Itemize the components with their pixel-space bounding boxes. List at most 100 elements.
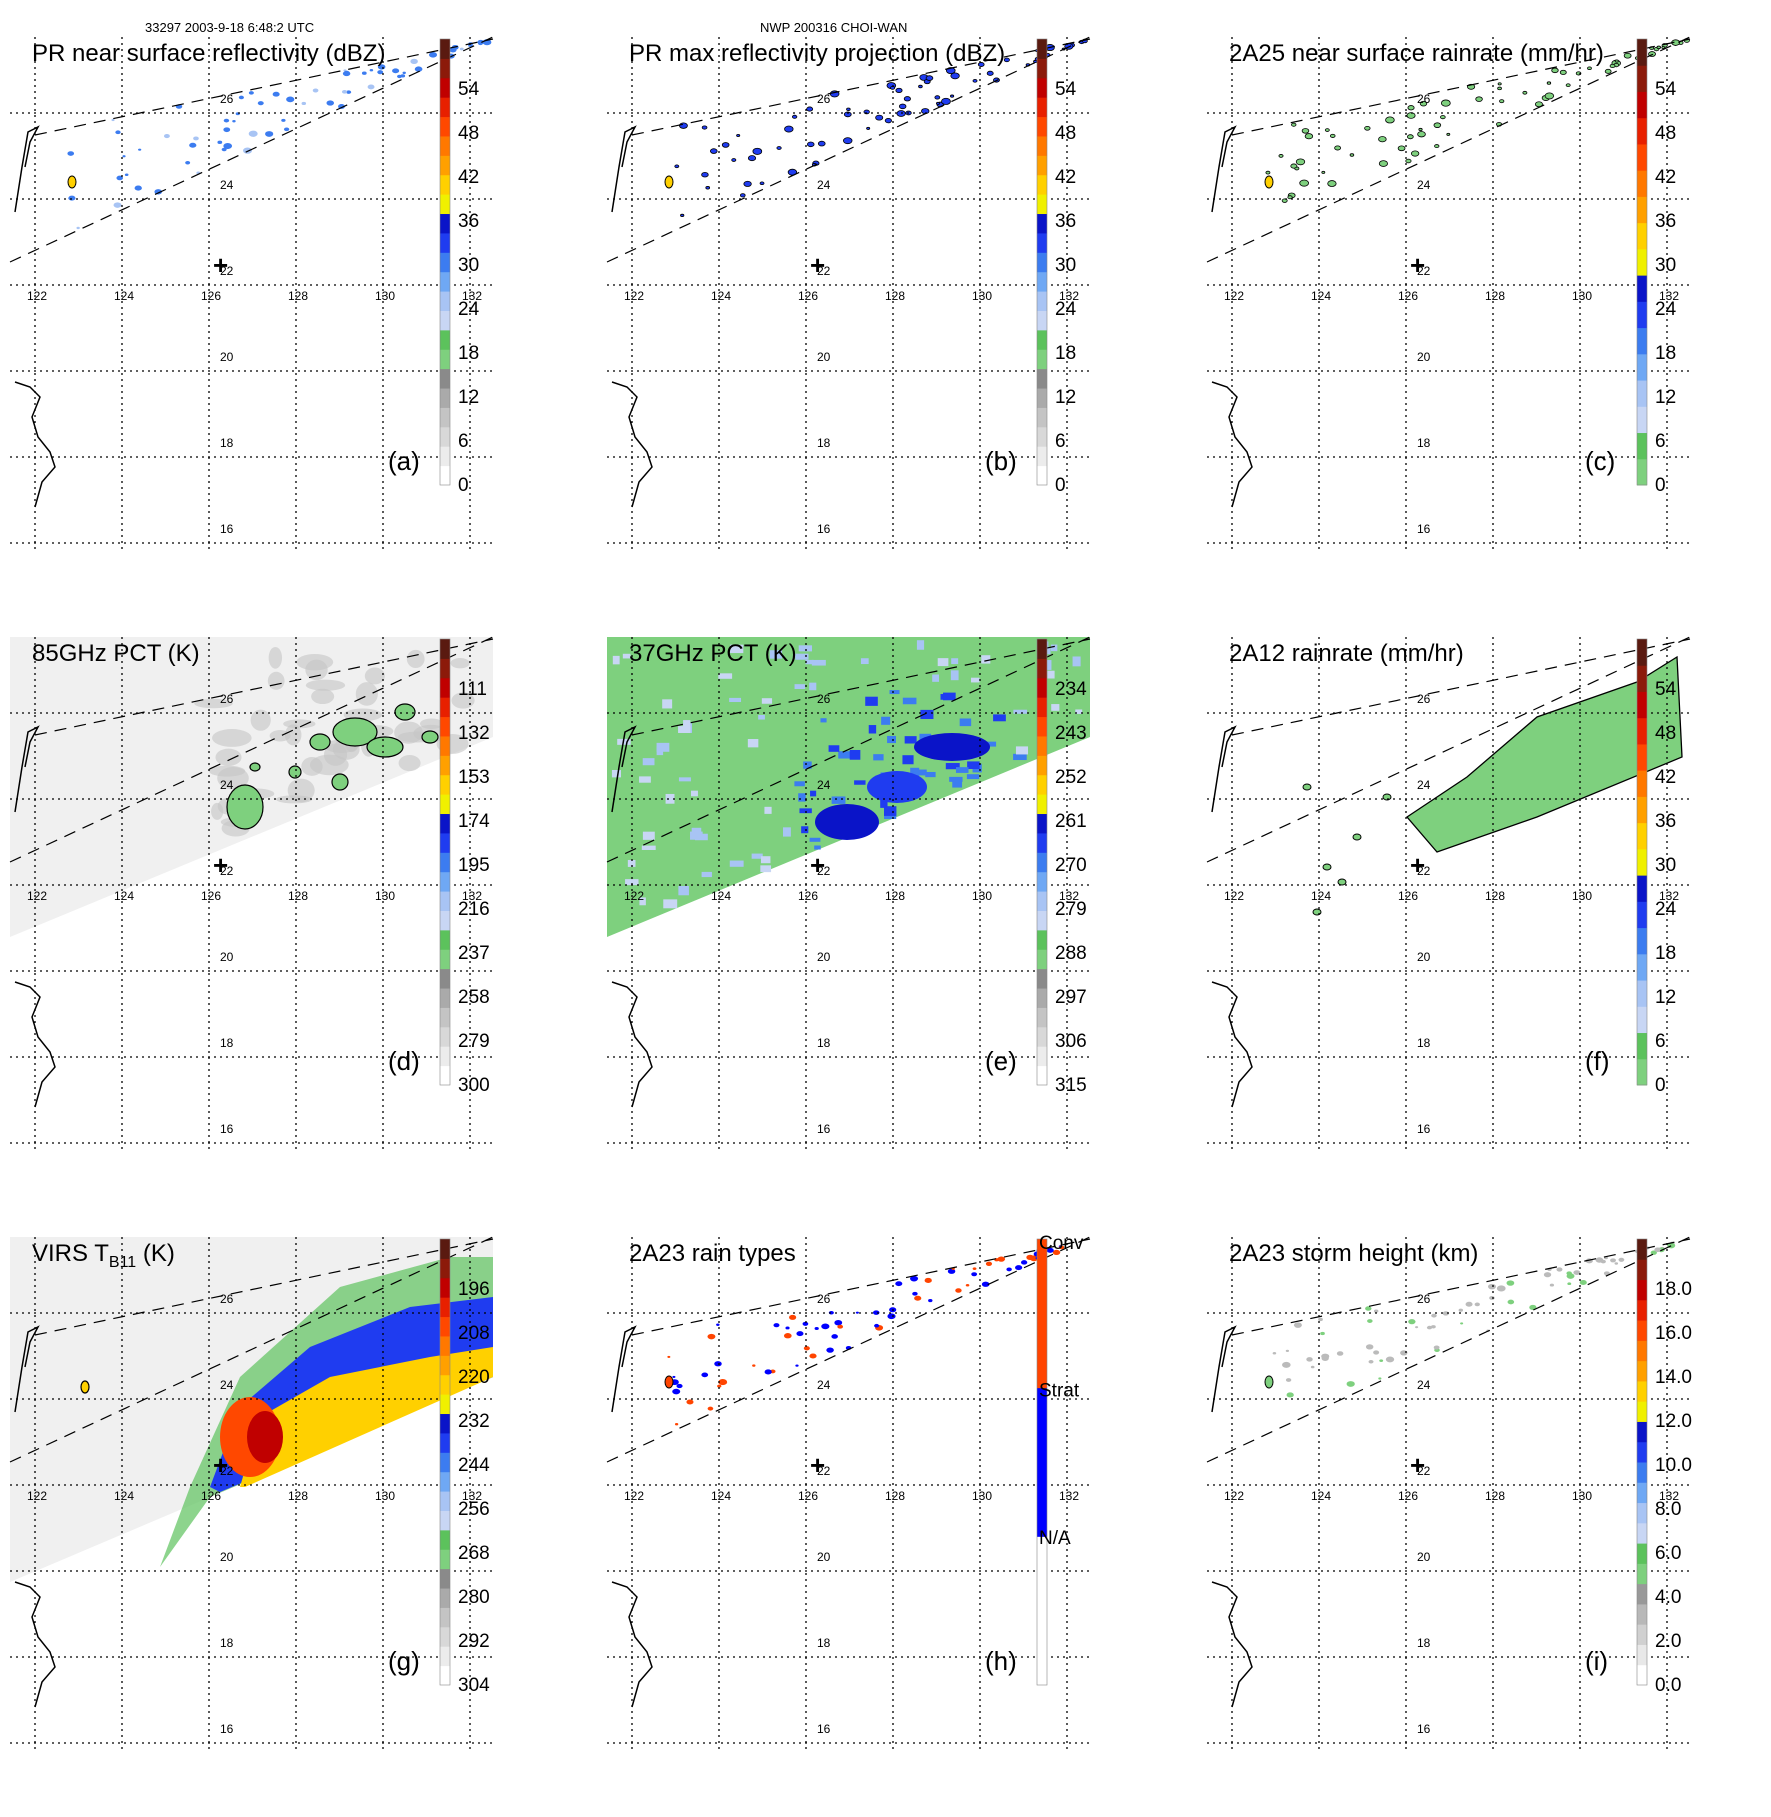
rain-pixel [377, 70, 384, 75]
lon-label: 122 [1224, 289, 1244, 303]
rain-pixel [1434, 144, 1440, 149]
pct-cell [309, 733, 331, 751]
rain-pixel [397, 74, 402, 79]
panel-title: 2A12 rainrate (mm/hr) [1229, 640, 1464, 667]
pr-swath-edge [606, 636, 1091, 863]
rain-pixel [674, 1423, 679, 1426]
rain-pixel [341, 89, 348, 94]
rain-pixel [1033, 59, 1038, 64]
colorbar-segment [440, 716, 450, 737]
lat-label: 16 [817, 1122, 831, 1136]
rain-pixel [743, 180, 752, 187]
pct-pixel [798, 645, 812, 652]
pct-pixel [831, 796, 846, 804]
rain-pixel [410, 58, 418, 64]
lon-label: 128 [288, 1489, 308, 1503]
pr-swath-edge [631, 638, 1091, 736]
coastline-luzon [14, 1581, 56, 1708]
colorbar-frame [1636, 638, 1648, 1086]
rain-pixel [817, 140, 826, 147]
pct-pixel [993, 714, 1006, 722]
colorbar-segment [1637, 665, 1647, 692]
rain-pixel [731, 158, 737, 162]
lat-label: 20 [220, 1550, 234, 1564]
colorbar-segment [1637, 1058, 1647, 1086]
colorbar-tick: 244 [458, 1455, 490, 1476]
coastline-luzon [611, 381, 653, 508]
lon-label: 128 [288, 889, 308, 903]
rain-pixel [716, 1323, 720, 1326]
rain-pixel [997, 1256, 1006, 1262]
rain-pixel [898, 103, 907, 110]
pct-pixel [751, 853, 763, 859]
rain-pixel [1346, 1381, 1355, 1387]
colorbar-frame [1036, 638, 1048, 1086]
colorbar-tick: 6 [1655, 1031, 1666, 1052]
colorbar: 54 48 42 36 30 24 18 12 6 0 [1036, 38, 1077, 496]
pct-pixel [625, 879, 639, 886]
rain-cell [67, 175, 77, 189]
lon-label: 124 [114, 1489, 134, 1503]
cloud-cell [212, 729, 252, 747]
pct-pixel [925, 771, 936, 778]
panel-title: 2A25 near surface rainrate (mm/hr) [1229, 40, 1604, 67]
colorbar-segment [1637, 196, 1647, 224]
pct-cell [249, 762, 261, 772]
colorbar-segment [1637, 1380, 1647, 1402]
swath-coverage [1207, 637, 1690, 937]
cloud-cell [394, 721, 423, 744]
rain-pixel [428, 51, 438, 58]
colorbar-segment [440, 1646, 450, 1667]
rain-pixel [265, 131, 274, 137]
colorbar-segment [440, 1529, 450, 1550]
pct-cell [366, 736, 404, 758]
rain-pixel [1650, 1250, 1657, 1255]
colorbar-segment [440, 349, 450, 370]
rain-pixel [1282, 1361, 1291, 1368]
colorbar-tick: 280 [458, 1587, 490, 1608]
colorbar-segment [440, 1413, 450, 1434]
rain-pixel [1015, 1265, 1023, 1271]
rain-pixel [972, 79, 978, 83]
rain-pixel [1046, 1247, 1054, 1253]
rain-pixel [1293, 1322, 1302, 1328]
colorbar-tick: 14.0 [1655, 1367, 1692, 1388]
colorbar-segment [1637, 717, 1647, 745]
colorbar-frame [1036, 1238, 1048, 1686]
pct-pixel [1043, 660, 1052, 670]
cloud-cell [287, 778, 315, 803]
colorbar-segment [440, 155, 450, 176]
lat-label: 18 [1417, 1636, 1431, 1650]
rain-pixel [1442, 1311, 1449, 1316]
rain-pixel [1334, 145, 1342, 151]
colorbar-segment [1037, 174, 1047, 195]
storm-center-marker: + [1410, 1450, 1425, 1480]
pct-pixel [1051, 704, 1060, 711]
rain-pixel [707, 1406, 714, 1411]
pct-pixel [943, 692, 956, 701]
pct-cell [226, 784, 264, 830]
colorbar-segment [1037, 1026, 1047, 1047]
lat-label: 24 [817, 778, 831, 792]
colorbar-segment [440, 1374, 450, 1395]
rain-pixel [124, 173, 129, 177]
pct-cell [394, 703, 416, 721]
colorbar-frame [439, 1238, 451, 1686]
colorbar-segment [1037, 1065, 1047, 1086]
lat-label: 18 [1417, 1036, 1431, 1050]
colorbar-segment [1037, 891, 1047, 911]
colorbar-tick: 6 [1655, 431, 1666, 452]
colorbar-segment [1637, 1032, 1647, 1060]
rain-pixel [1324, 128, 1330, 132]
rain-pixel [977, 62, 985, 67]
rain-pixel [1378, 160, 1388, 167]
rain-cell [1264, 175, 1274, 189]
pct-pixel [820, 718, 827, 723]
rain-pixel [971, 1272, 978, 1277]
pct-pixel [641, 845, 656, 850]
pct-pixel [1050, 644, 1058, 652]
rain-pixel [739, 193, 746, 198]
colorbar-tick: 18 [1055, 343, 1076, 364]
colorbar-segment [1037, 1387, 1047, 1537]
colorbar-segment [440, 291, 450, 311]
